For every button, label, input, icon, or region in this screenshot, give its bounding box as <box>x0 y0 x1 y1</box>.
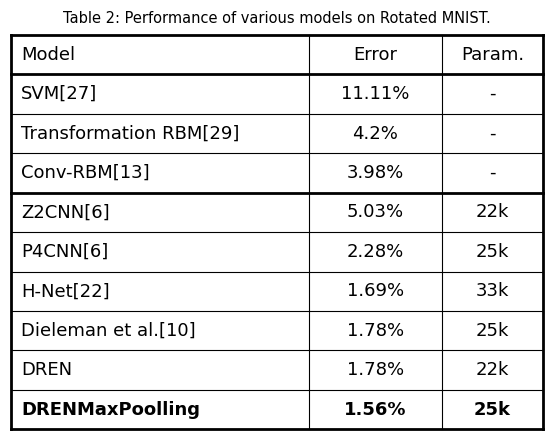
Text: 33k: 33k <box>476 282 509 300</box>
Text: 1.78%: 1.78% <box>347 361 404 379</box>
Text: 1.78%: 1.78% <box>347 321 404 340</box>
Text: 1.69%: 1.69% <box>347 282 404 300</box>
Text: DREN: DREN <box>21 361 72 379</box>
Text: DRENMaxPoolling: DRENMaxPoolling <box>21 400 200 419</box>
Text: 4.2%: 4.2% <box>352 124 398 143</box>
Text: 25k: 25k <box>476 321 509 340</box>
Text: 25k: 25k <box>476 243 509 261</box>
Text: SVM[27]: SVM[27] <box>21 85 98 103</box>
Text: 3.98%: 3.98% <box>347 164 404 182</box>
Text: Param.: Param. <box>461 46 524 64</box>
Text: P4CNN[6]: P4CNN[6] <box>21 243 108 261</box>
Text: 2.28%: 2.28% <box>347 243 404 261</box>
Text: Error: Error <box>353 46 397 64</box>
Text: 25k: 25k <box>474 400 511 419</box>
Text: 22k: 22k <box>476 203 509 222</box>
Text: -: - <box>489 124 496 143</box>
Text: 1.56%: 1.56% <box>344 400 407 419</box>
Text: 5.03%: 5.03% <box>347 203 404 222</box>
Text: Model: Model <box>21 46 75 64</box>
Text: Dieleman et al.[10]: Dieleman et al.[10] <box>21 321 196 340</box>
Text: -: - <box>489 85 496 103</box>
Text: Transformation RBM[29]: Transformation RBM[29] <box>21 124 239 143</box>
Text: 11.11%: 11.11% <box>341 85 409 103</box>
Text: 22k: 22k <box>476 361 509 379</box>
Text: Conv-RBM[13]: Conv-RBM[13] <box>21 164 150 182</box>
Text: -: - <box>489 164 496 182</box>
Text: H-Net[22]: H-Net[22] <box>21 282 110 300</box>
Text: Table 2: Performance of various models on Rotated MNIST.: Table 2: Performance of various models o… <box>63 11 491 26</box>
Text: Z2CNN[6]: Z2CNN[6] <box>21 203 110 222</box>
